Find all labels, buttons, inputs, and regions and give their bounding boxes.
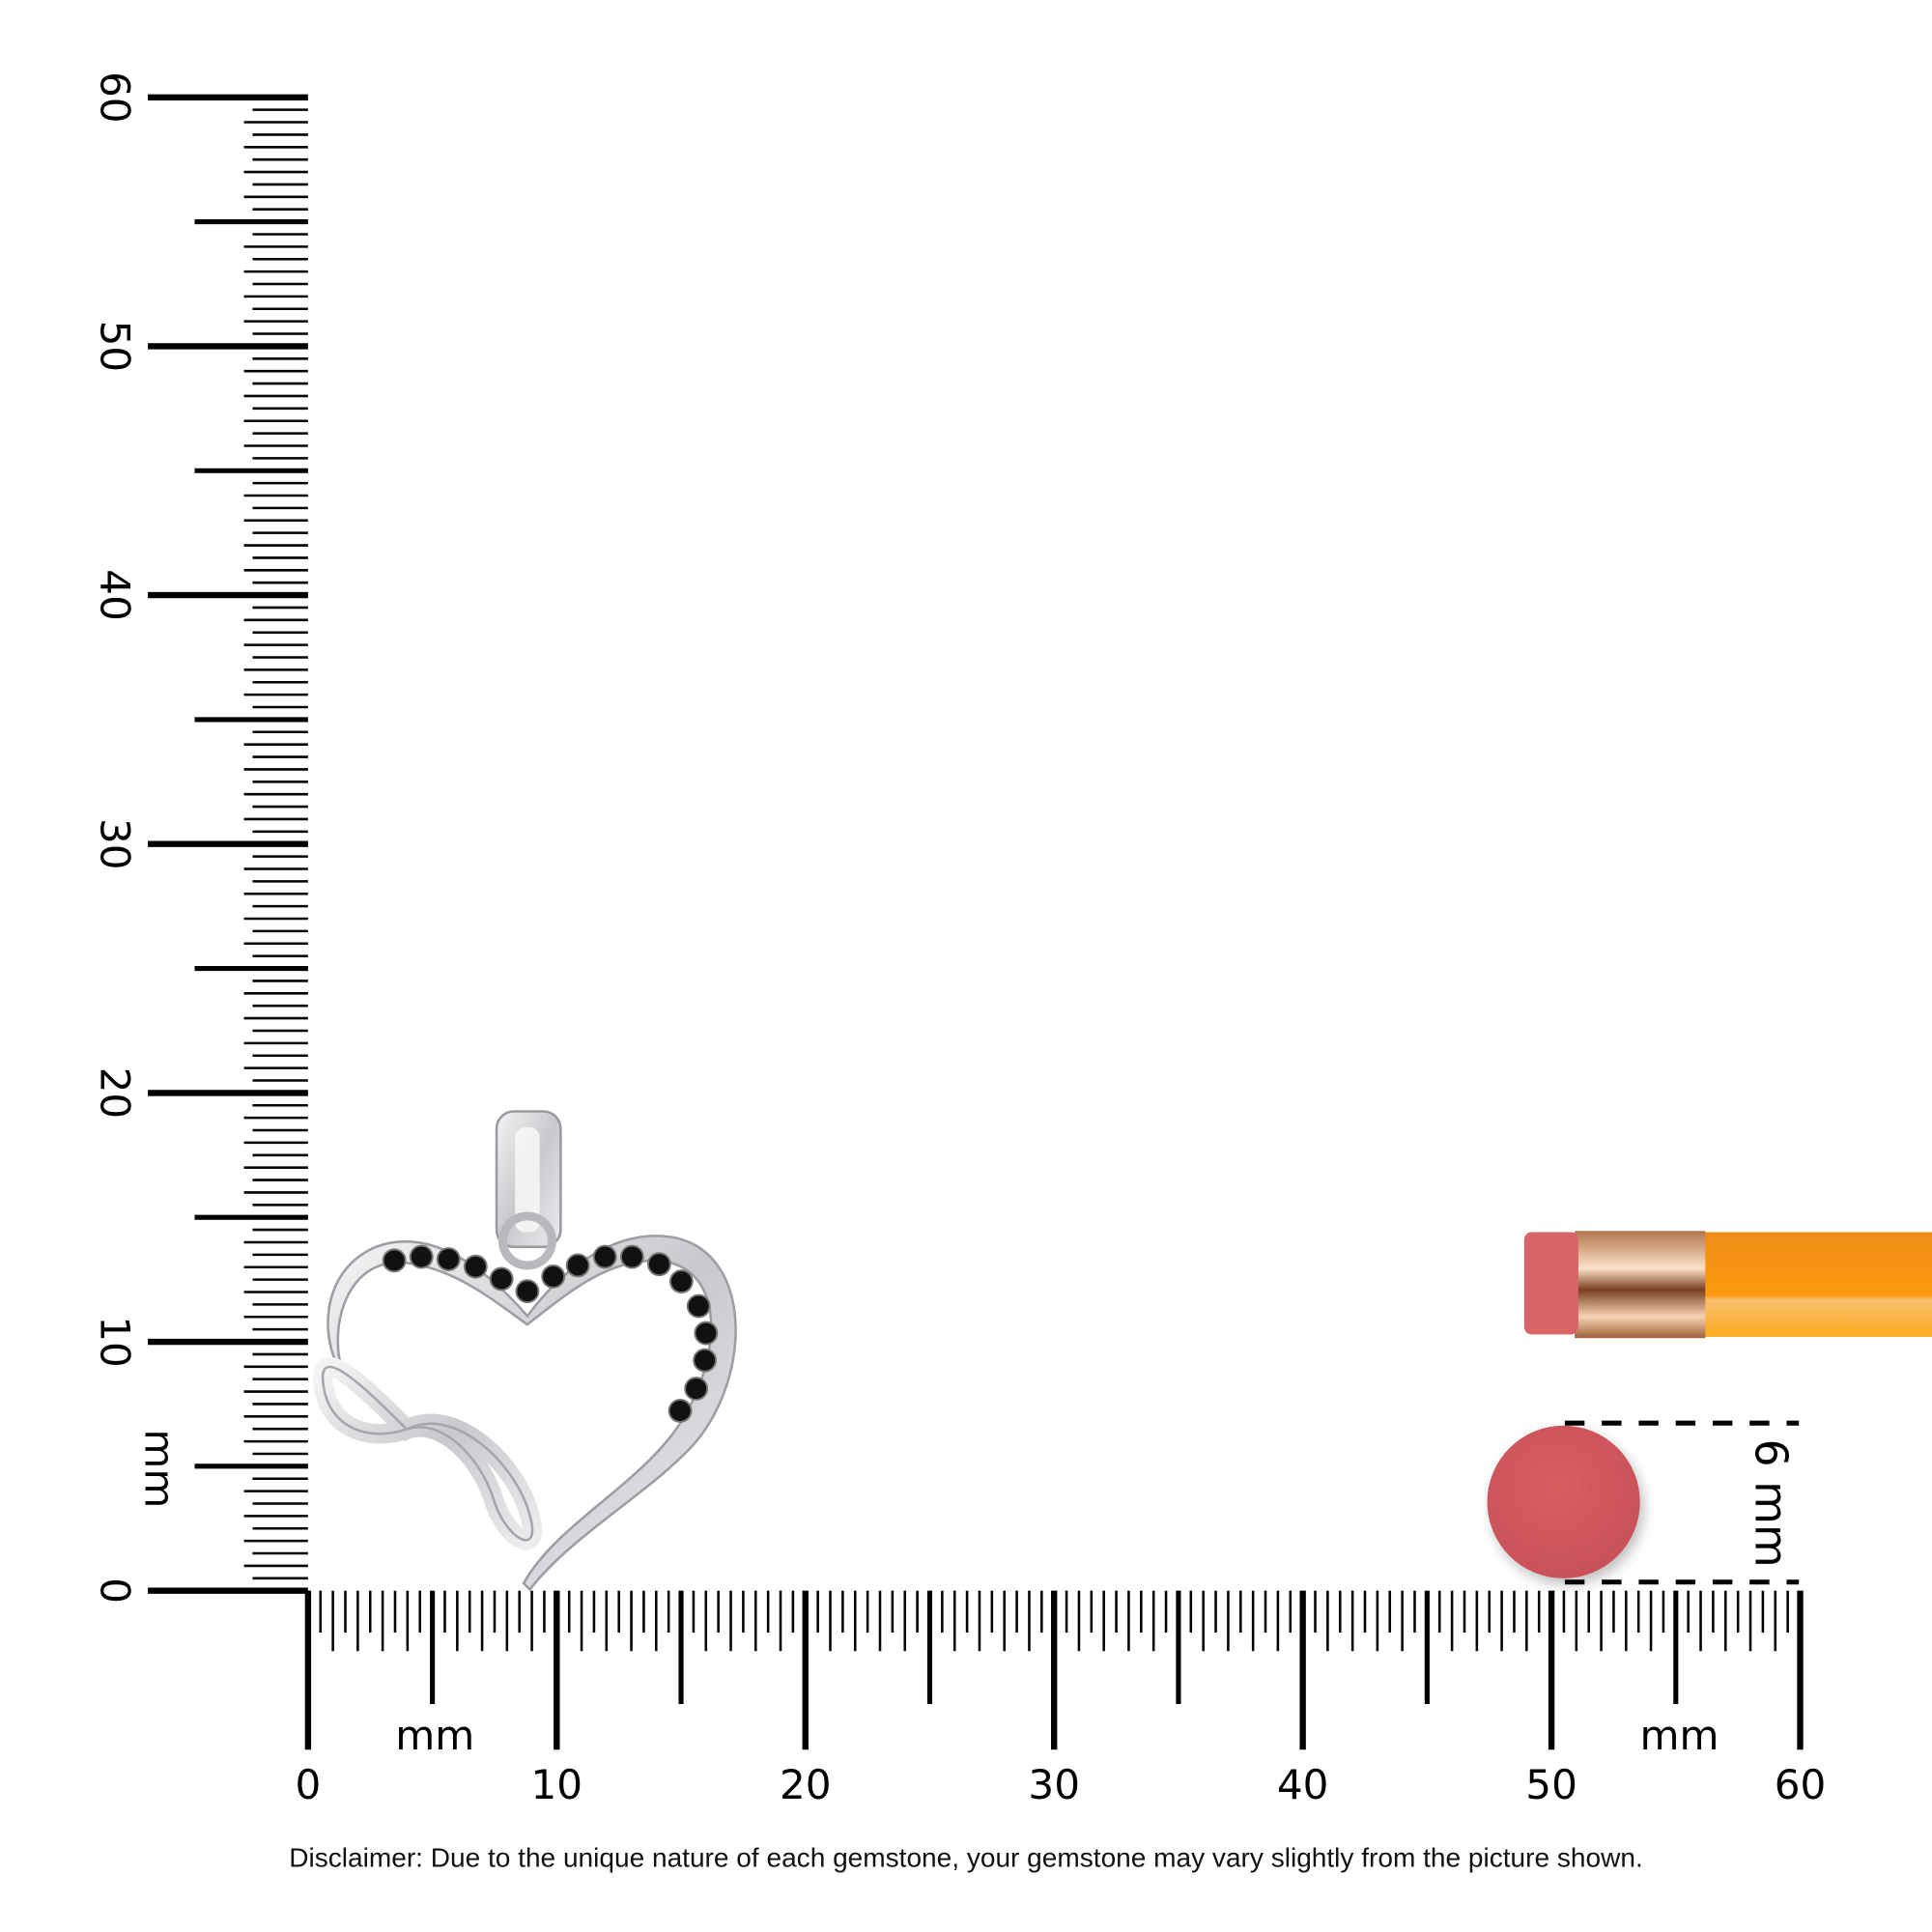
vertical-ruler-label: 10: [92, 1316, 139, 1368]
black-stone: [646, 1252, 671, 1277]
black-stone: [382, 1248, 407, 1273]
horizontal-ruler: [304, 1590, 1804, 1750]
eraser-size-reference: 6 mm: [1487, 1420, 1800, 1585]
black-stone: [515, 1279, 540, 1304]
pencil-reference: [1523, 1231, 1932, 1339]
vertical-ruler-label: 60: [92, 71, 139, 124]
horizontal-ruler-label: 60: [1775, 1761, 1827, 1808]
black-stone: [686, 1293, 711, 1319]
eraser-size-label: 6 mm: [1746, 1438, 1798, 1567]
black-stone: [489, 1266, 514, 1292]
black-stone: [694, 1321, 719, 1346]
horizontal-ruler-label: 20: [780, 1761, 832, 1808]
black-stone: [409, 1244, 434, 1269]
vertical-ruler-label: 20: [92, 1067, 139, 1120]
black-stone: [436, 1247, 461, 1272]
pencil-ferrule: [1575, 1231, 1706, 1339]
horizontal-ruler-label: 0: [295, 1761, 321, 1808]
black-stones: [382, 1244, 719, 1423]
vertical-ruler-label: 50: [92, 321, 139, 373]
heart-outline: [327, 1235, 737, 1592]
horizontal-ruler-label: 10: [531, 1761, 583, 1808]
vertical-ruler-label: 0: [92, 1577, 139, 1604]
vertical-ruler-label: 40: [92, 569, 139, 621]
horizontal-unit-label-left: mm: [395, 1712, 474, 1759]
black-stone: [684, 1377, 709, 1401]
pendant-jump-ring: [497, 1211, 556, 1270]
vertical-ruler-label: 30: [92, 818, 139, 870]
vertical-ruler-labels: 0 10 20 30 40 50 60: [92, 71, 139, 1604]
horizontal-unit-label-right: mm: [1640, 1712, 1719, 1759]
black-stone: [693, 1348, 718, 1373]
black-stone: [668, 1399, 693, 1423]
eraser-dot: [1487, 1425, 1640, 1578]
vertical-ruler: [148, 94, 308, 1594]
black-stone: [668, 1269, 694, 1293]
black-stone: [592, 1244, 617, 1269]
horizontal-ruler-label: 50: [1525, 1761, 1577, 1808]
pencil-eraser: [1523, 1232, 1578, 1335]
black-stone: [619, 1244, 644, 1269]
heart-infinity-pendant: [312, 1110, 737, 1592]
horizontal-ruler-labels: 0 10 20 30 40 50 60: [295, 1761, 1826, 1808]
black-stone: [565, 1253, 590, 1278]
disclaimer-text: Disclaimer: Due to the unique nature of …: [289, 1842, 1642, 1872]
pencil-body: [1700, 1232, 1932, 1337]
black-stone: [541, 1264, 566, 1289]
black-stone: [463, 1254, 488, 1279]
horizontal-ruler-label: 40: [1277, 1761, 1329, 1808]
vertical-unit-label: mm: [136, 1429, 184, 1508]
horizontal-ruler-label: 30: [1028, 1761, 1080, 1808]
